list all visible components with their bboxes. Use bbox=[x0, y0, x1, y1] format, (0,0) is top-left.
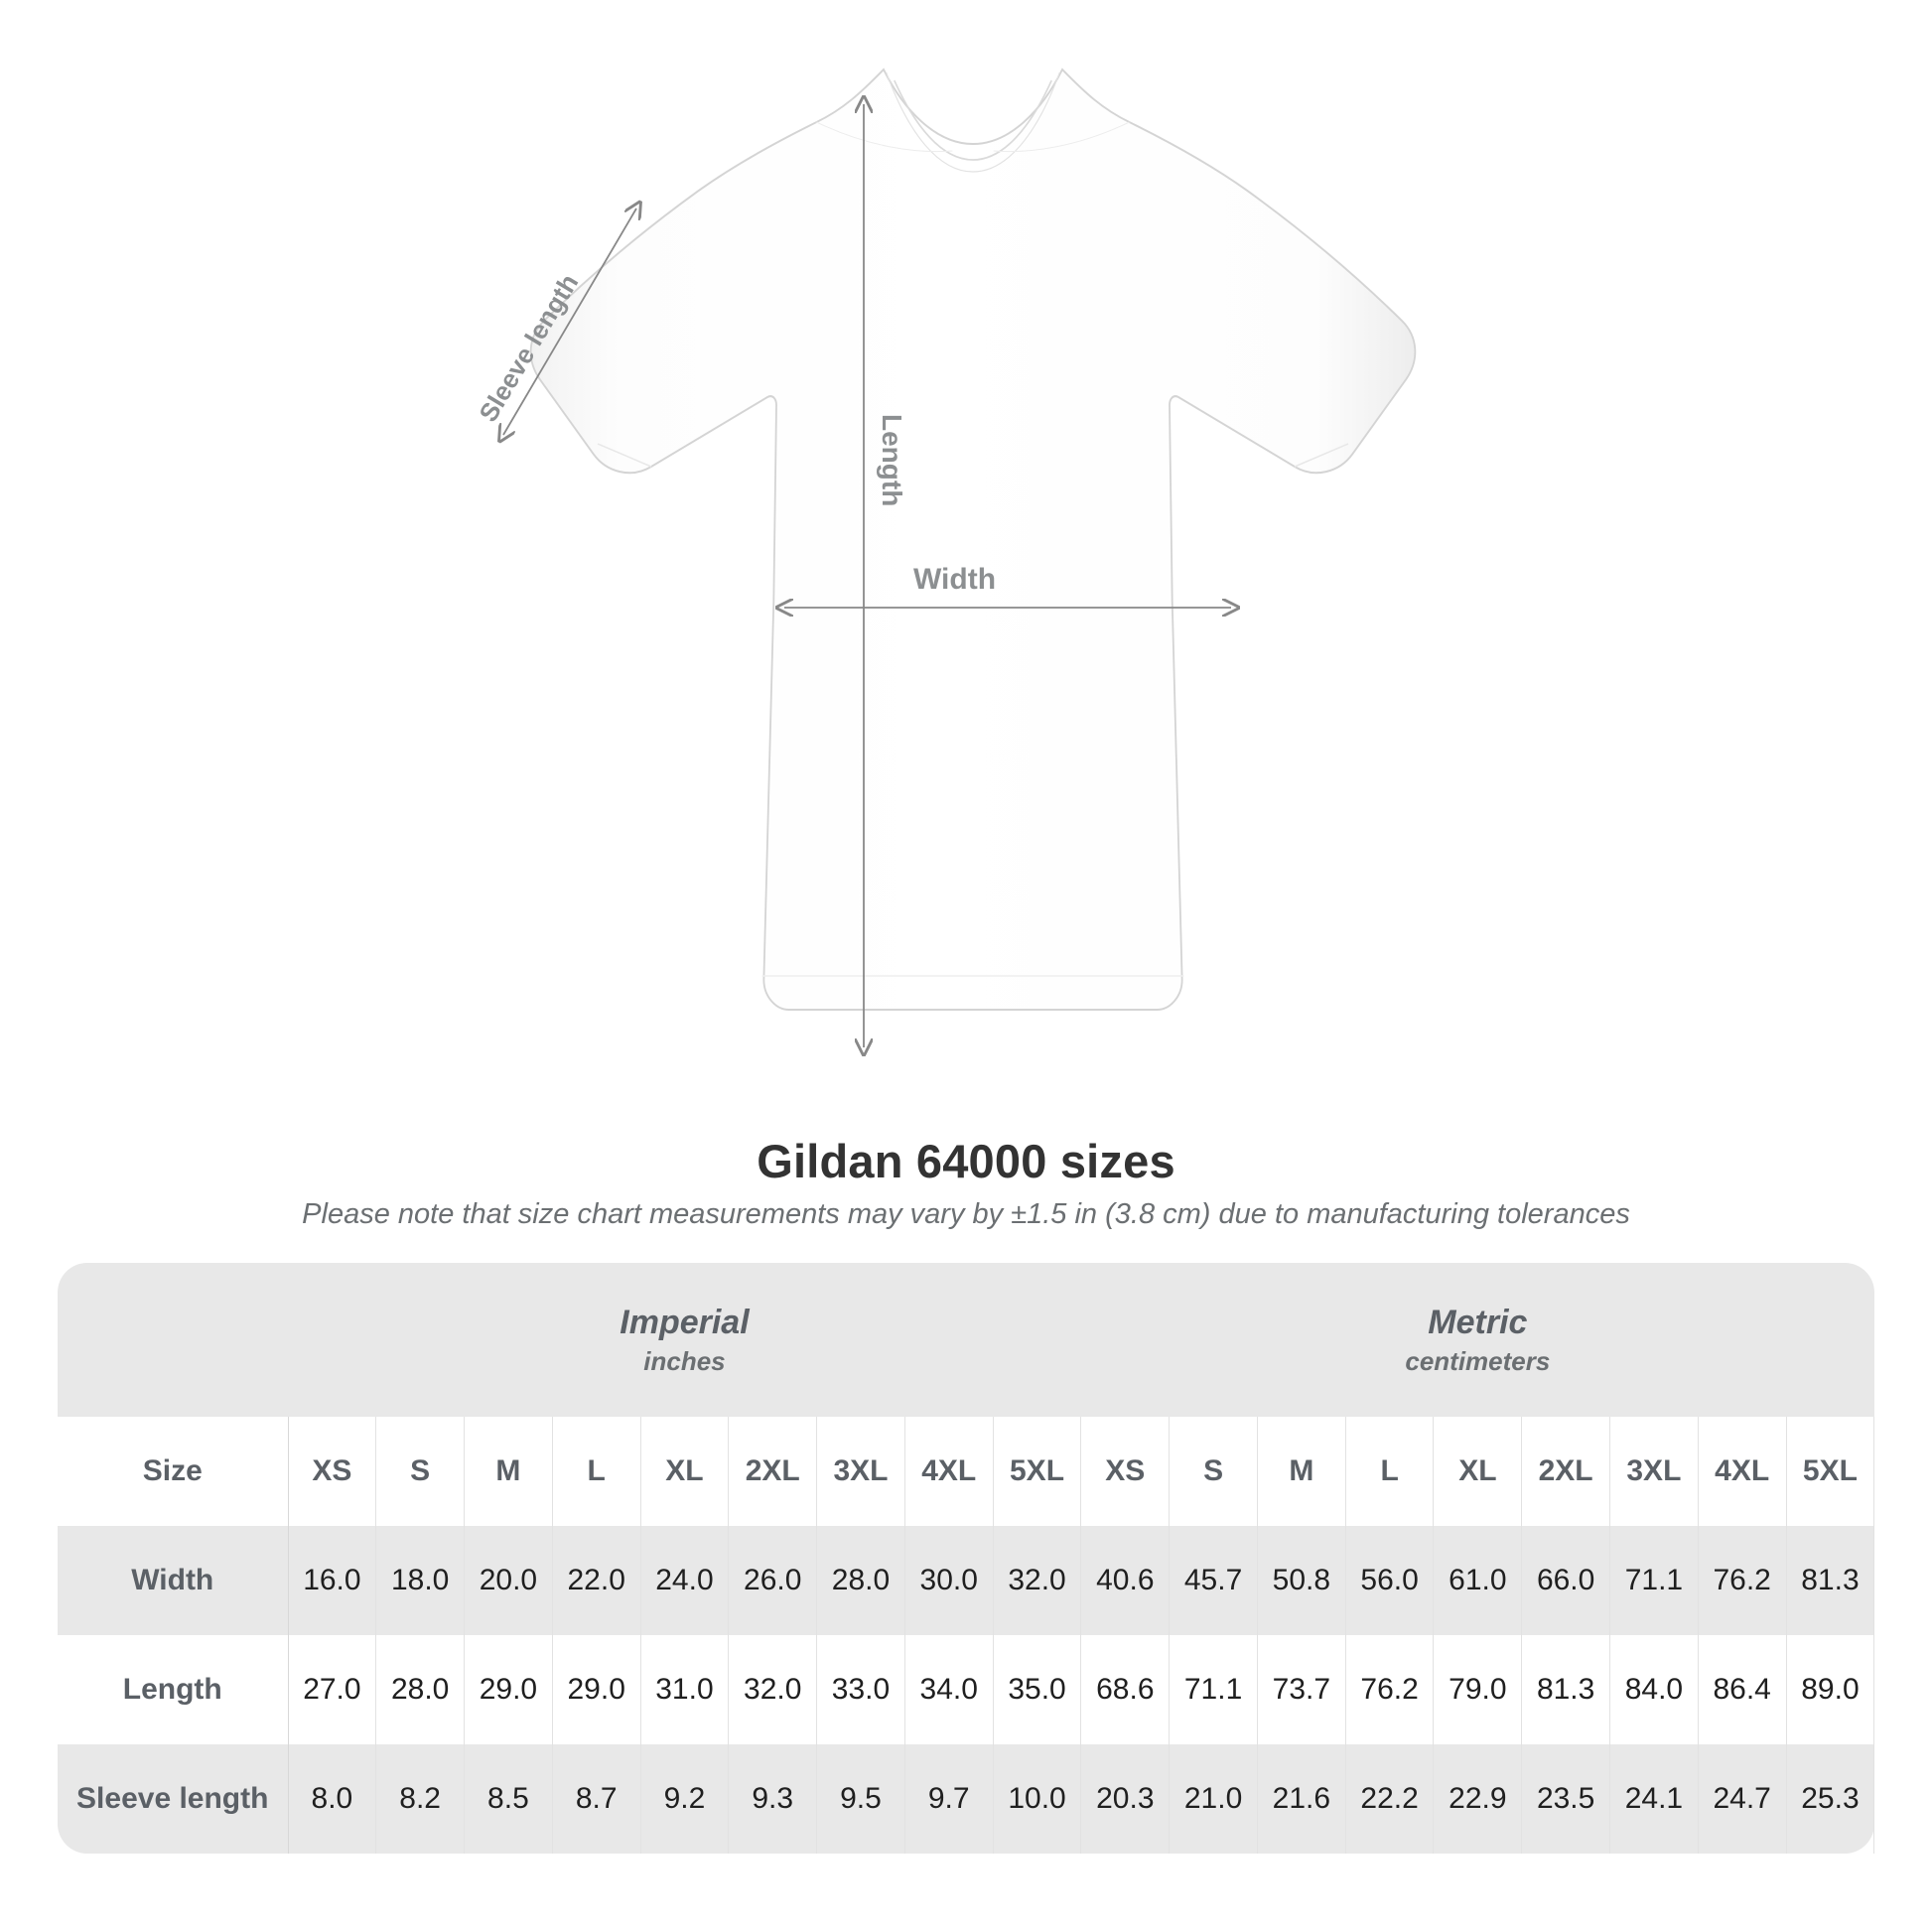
svg-text:Length: Length bbox=[877, 414, 907, 506]
svg-text:Width: Width bbox=[913, 563, 996, 596]
